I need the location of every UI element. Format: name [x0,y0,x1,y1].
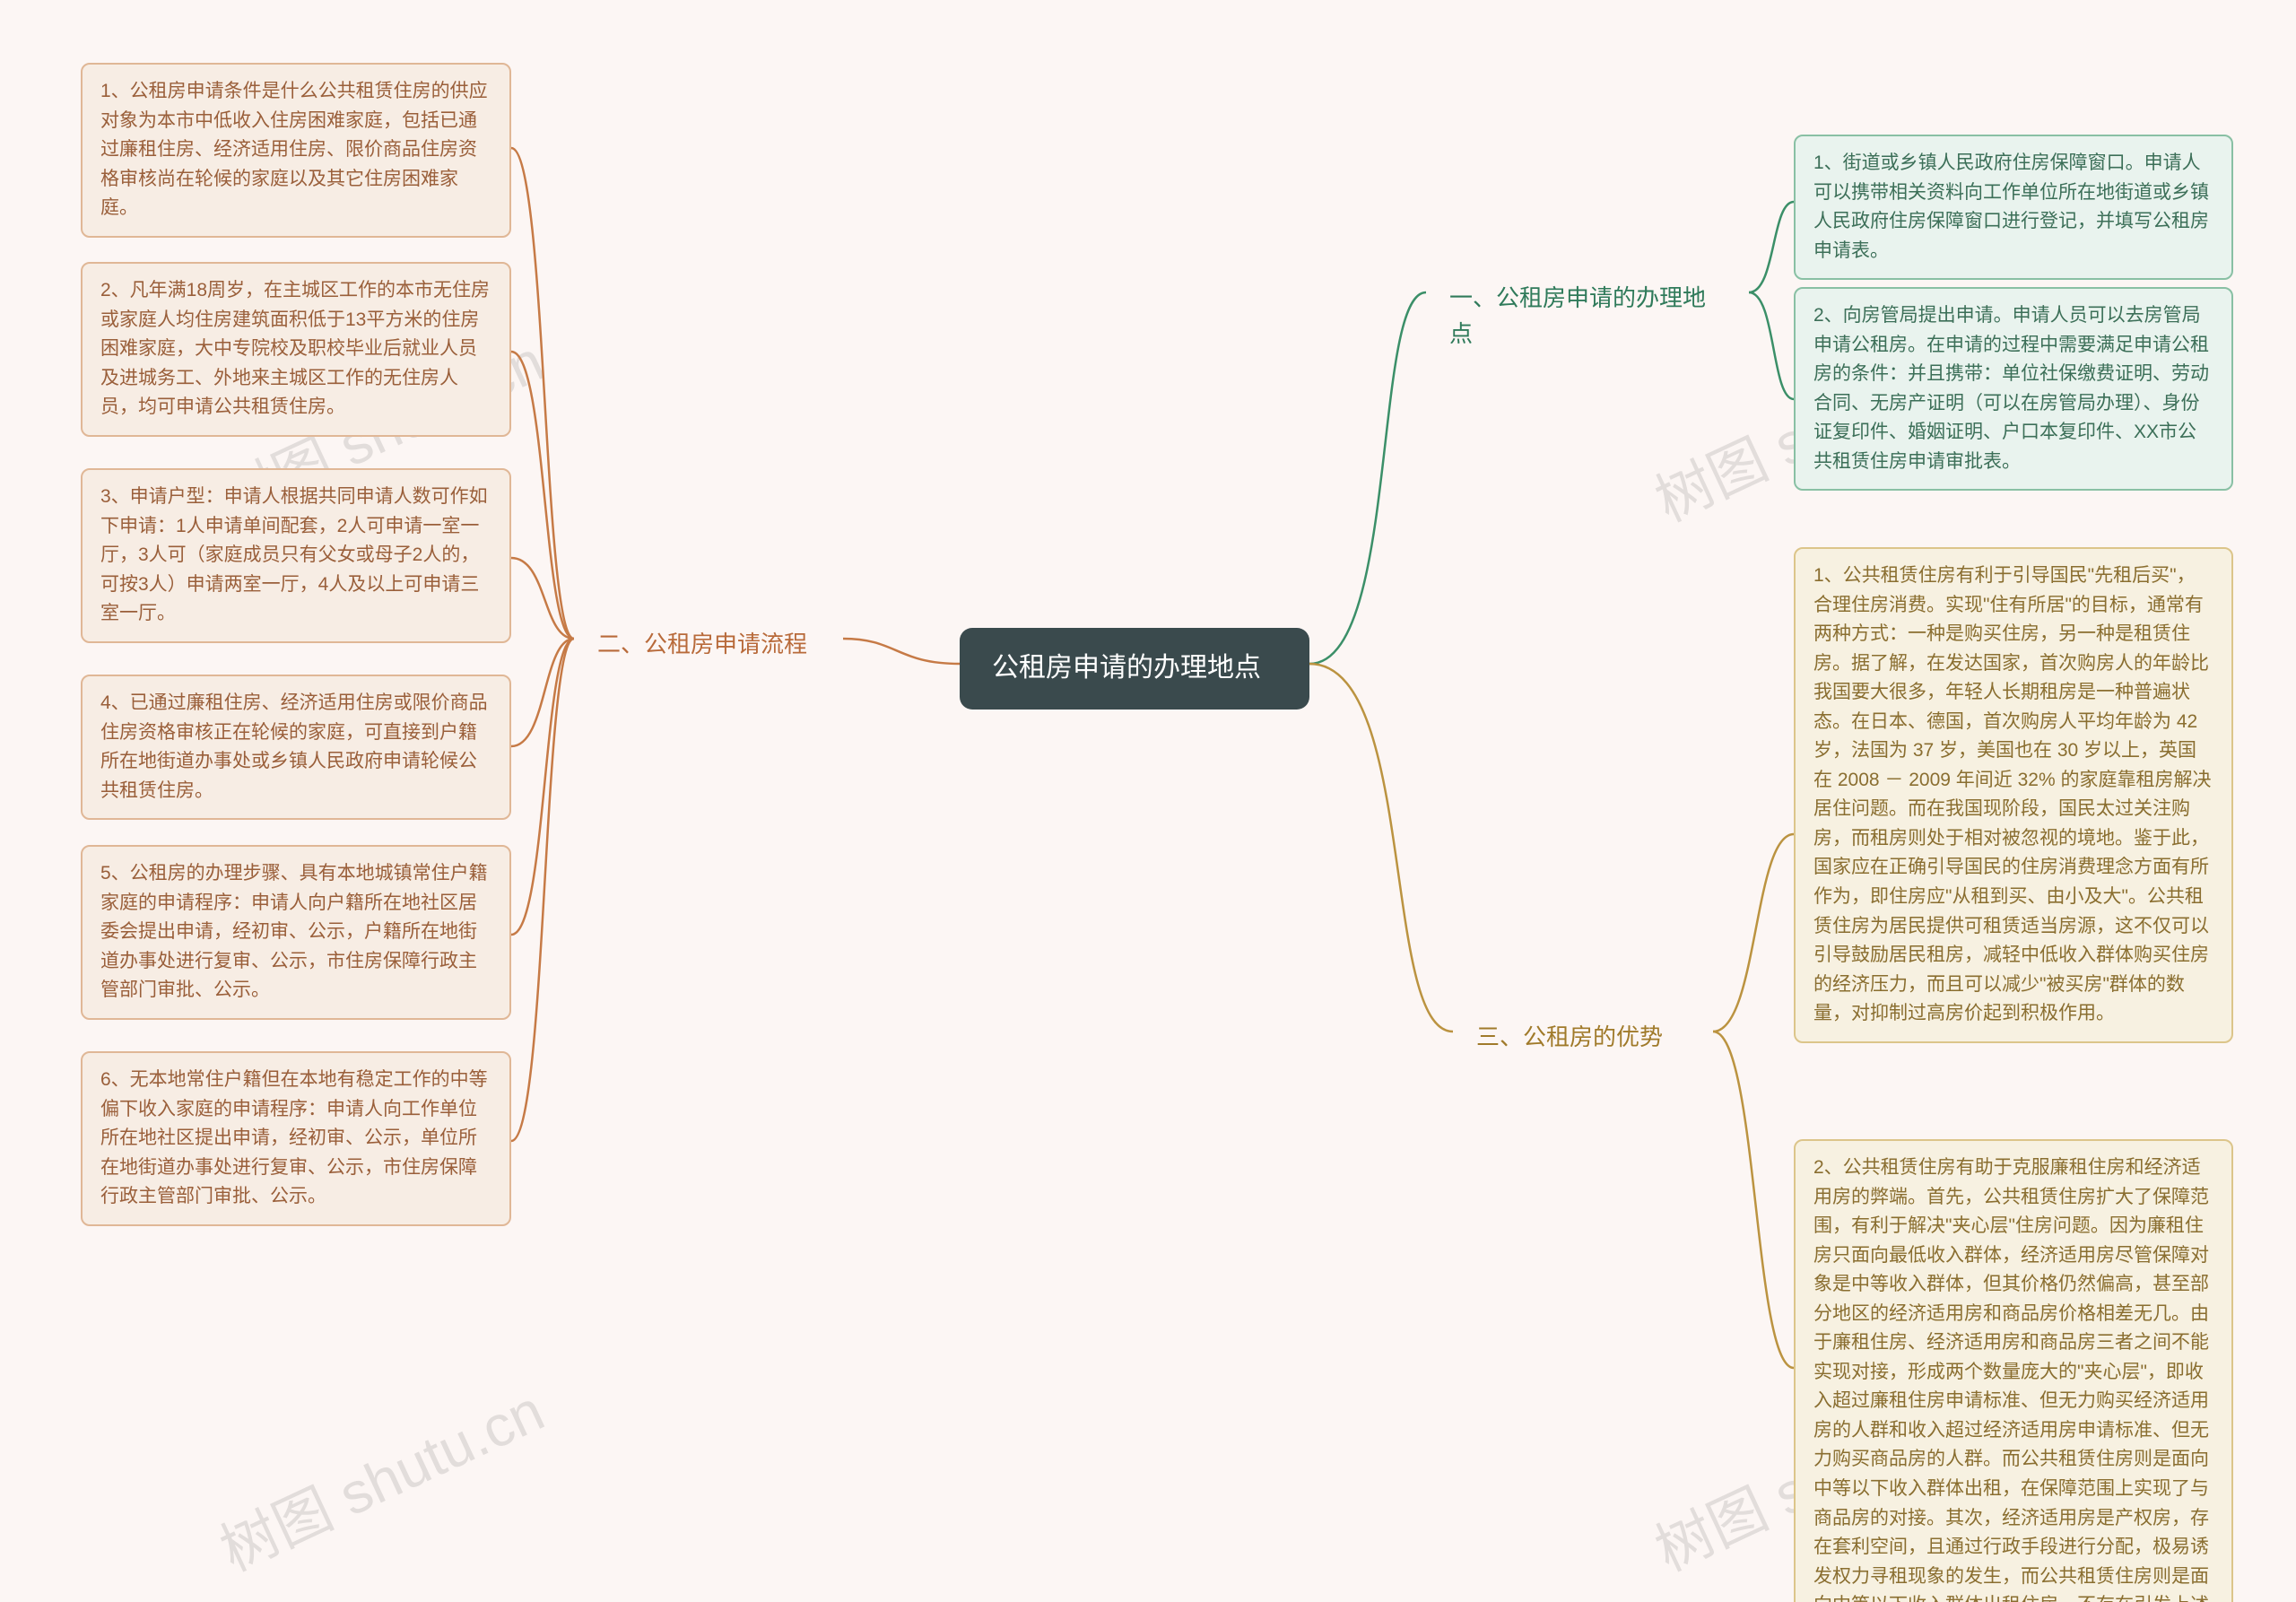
branch-1[interactable]: 一、公租房申请的办理地点 [1426,266,1749,367]
branch-3[interactable]: 三、公租房的优势 [1453,1005,1713,1069]
leaf-b2-2[interactable]: 2、凡年满18周岁，在主城区工作的本市无住房或家庭人均住房建筑面积低于13平方米… [81,262,511,437]
leaf-b2-5[interactable]: 5、公租房的办理步骤、具有本地城镇常住户籍家庭的申请程序：申请人向户籍所在地社区… [81,845,511,1020]
watermark: 树图 shutu.cn [205,1365,555,1587]
leaf-b2-6[interactable]: 6、无本地常住户籍但在本地有稳定工作的中等偏下收入家庭的申请程序：申请人向工作单… [81,1051,511,1226]
leaf-b2-3[interactable]: 3、申请户型：申请人根据共同申请人数可作如下申请：1人申请单间配套，2人可申请一… [81,468,511,643]
leaf-b2-1[interactable]: 1、公租房申请条件是什么公共租赁住房的供应对象为本市中低收入住房困难家庭，包括已… [81,63,511,238]
leaf-b2-4[interactable]: 4、已通过廉租住房、经济适用住房或限价商品住房资格审核正在轮候的家庭，可直接到户… [81,675,511,820]
leaf-b1-1[interactable]: 1、街道或乡镇人民政府住房保障窗口。申请人可以携带相关资料向工作单位所在地街道或… [1794,135,2233,280]
leaf-b1-2[interactable]: 2、向房管局提出申请。申请人员可以去房管局申请公租房。在申请的过程中需要满足申请… [1794,287,2233,491]
leaf-b3-2[interactable]: 2、公共租赁住房有助于克服廉租住房和经济适用房的弊端。首先，公共租赁住房扩大了保… [1794,1139,2233,1602]
branch-2[interactable]: 二、公租房申请流程 [574,612,843,676]
center-topic[interactable]: 公租房申请的办理地点 [960,628,1309,710]
leaf-b3-1[interactable]: 1、公共租赁住房有利于引导国民"先租后买"，合理住房消费。实现"住有所居"的目标… [1794,547,2233,1043]
